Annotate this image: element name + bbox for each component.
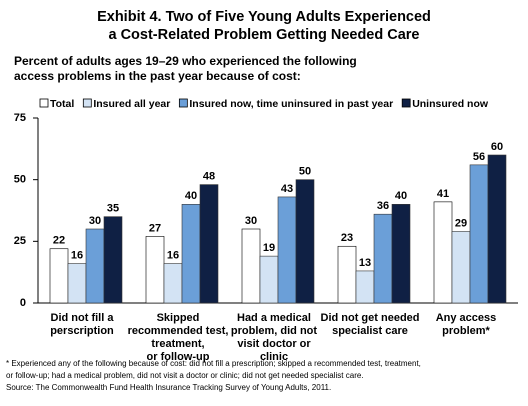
value-label: 40 (185, 190, 197, 202)
value-label: 60 (491, 141, 503, 153)
subtitle: access problems in the past year because… (14, 69, 301, 83)
bar (103, 216, 123, 304)
value-label: 48 (203, 171, 215, 183)
value-label: 36 (377, 200, 389, 212)
legend-swatch (401, 98, 411, 108)
chart-title: Exhibit 4. Two of Five Young Adults Expe… (97, 9, 431, 25)
x-tick-label: Any access (436, 312, 497, 324)
bar (373, 213, 393, 304)
value-label: 50 (299, 166, 311, 178)
bar (241, 228, 261, 304)
x-tick-label: perscription (50, 325, 114, 337)
legend-swatch (82, 98, 92, 108)
legend-label: Uninsured now (412, 98, 489, 110)
legend-label: Insured all year (93, 98, 170, 110)
value-label: 30 (89, 215, 101, 227)
bar (67, 263, 87, 304)
x-tick-label: visit doctor or (237, 338, 311, 350)
x-tick-label: specialist care (332, 325, 408, 337)
legend-swatch (39, 98, 49, 108)
legend-label: Total (50, 98, 74, 110)
value-label: 13 (359, 257, 371, 269)
x-tick-label: clinic (260, 351, 288, 363)
bar (451, 231, 471, 304)
bar (163, 263, 183, 304)
bar (181, 204, 201, 304)
value-label: 27 (149, 222, 161, 234)
bar (469, 164, 489, 304)
legend-swatch (178, 98, 188, 108)
y-tick-label: 25 (14, 235, 26, 247)
footnote: or follow-up; had a medical problem, did… (6, 371, 364, 380)
bar (259, 255, 279, 304)
x-tick-label: treatment, (151, 338, 204, 350)
chart-title: a Cost-Related Problem Getting Needed Ca… (108, 27, 419, 43)
x-tick-label: problem* (442, 325, 490, 337)
value-label: 41 (437, 188, 449, 200)
bar (355, 270, 375, 304)
x-tick-label: Did not fill a (51, 312, 115, 324)
x-tick-label: recommended test, (128, 325, 229, 337)
y-tick-label: 0 (20, 297, 26, 309)
bar (85, 228, 105, 304)
x-tick-label: problem, did not (231, 325, 317, 337)
bar (391, 204, 411, 304)
value-label: 19 (263, 242, 275, 254)
bar (487, 154, 507, 304)
x-tick-label: Had a medical (237, 312, 311, 324)
value-label: 56 (473, 151, 485, 163)
footnote: * Experienced any of the following becau… (6, 359, 421, 368)
legend-label: Insured now, time uninsured in past year (189, 98, 393, 110)
value-label: 40 (395, 190, 407, 202)
subtitle: Percent of adults ages 19–29 who experie… (14, 54, 357, 68)
value-label: 22 (53, 235, 65, 247)
bar (145, 236, 165, 304)
value-label: 29 (455, 217, 467, 229)
x-tick-label: Skipped (157, 312, 200, 324)
value-label: 16 (167, 249, 179, 261)
value-label: 23 (341, 232, 353, 244)
x-tick-label: Did not get needed (321, 312, 420, 324)
y-tick-label: 75 (14, 112, 26, 124)
value-label: 43 (281, 183, 293, 195)
bar (199, 184, 219, 304)
value-label: 16 (71, 249, 83, 261)
bar (277, 196, 297, 304)
bar (337, 245, 357, 304)
x-tick-label: or follow-up (147, 351, 210, 363)
bar (295, 179, 315, 304)
value-label: 30 (245, 215, 257, 227)
bar (49, 248, 69, 304)
source: Source: The Commonwealth Fund Health Ins… (6, 383, 331, 392)
value-label: 35 (107, 203, 119, 215)
y-tick-label: 50 (14, 174, 26, 186)
bar (433, 201, 453, 304)
